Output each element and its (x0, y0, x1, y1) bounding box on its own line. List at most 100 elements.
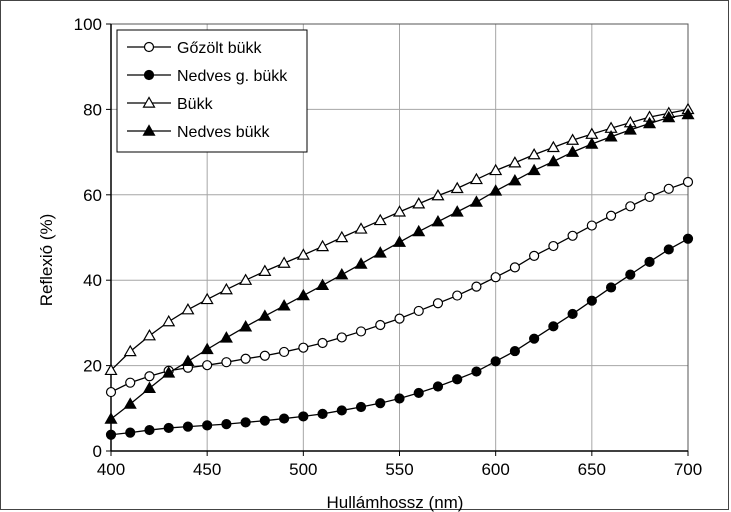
data-point (546, 140, 560, 153)
x-tick-label: 600 (481, 460, 509, 479)
data-point (413, 305, 424, 317)
data-point (221, 418, 232, 430)
data-point (604, 130, 618, 142)
data-point (181, 302, 195, 315)
data-point (202, 420, 213, 431)
data-point (258, 309, 272, 321)
data-point (104, 412, 118, 424)
data-point (527, 147, 541, 160)
legend-item: Bükk (127, 96, 214, 113)
data-point (335, 267, 349, 280)
data-point (450, 181, 464, 194)
x-tick-label: 550 (385, 460, 413, 479)
y-tick-label: 100 (74, 15, 102, 34)
data-point (375, 398, 386, 409)
data-point (431, 214, 445, 227)
y-axis-label: Reflexió (%) (37, 214, 56, 307)
data-point (625, 269, 636, 280)
data-point (219, 282, 233, 295)
data-point (162, 366, 176, 378)
data-point (450, 205, 464, 217)
y-tick-label: 20 (83, 357, 102, 376)
data-point (142, 381, 157, 393)
data-point (123, 344, 137, 357)
data-point (298, 411, 309, 422)
data-point (144, 424, 155, 436)
data-point (123, 397, 137, 409)
legend-label: Gőzölt bükk (177, 40, 262, 57)
data-point (202, 360, 213, 371)
data-point (509, 262, 521, 273)
data-point (548, 240, 559, 252)
data-point (336, 405, 347, 416)
data-point (546, 154, 560, 167)
data-point (317, 337, 328, 349)
data-point (239, 320, 253, 332)
y-axis-ticks: 0 20 40 60 80 100 (74, 15, 111, 461)
data-point (355, 401, 367, 413)
data-point (259, 415, 270, 426)
data-point (412, 197, 426, 209)
x-tick-label: 650 (578, 460, 606, 479)
data-point (105, 429, 117, 440)
data-point (644, 256, 655, 267)
data-point (298, 342, 309, 353)
data-point (586, 220, 597, 231)
data-point (219, 331, 233, 343)
data-point (567, 230, 578, 241)
data-point (469, 172, 483, 185)
data-point (431, 188, 445, 201)
y-tick-label: 80 (83, 100, 102, 119)
data-point (317, 408, 328, 419)
data-point (354, 257, 368, 269)
data-point (566, 133, 580, 145)
y-tick-label: 0 (93, 442, 102, 461)
x-tick-label: 400 (97, 460, 125, 479)
data-point (490, 272, 501, 283)
x-tick-label: 450 (193, 460, 221, 479)
series-layer (104, 102, 695, 440)
data-point (142, 329, 157, 341)
data-point (316, 239, 330, 252)
series-1 (105, 176, 694, 398)
data-point (432, 298, 444, 309)
data-point (181, 354, 195, 367)
data-point (529, 333, 540, 344)
data-point (277, 256, 291, 268)
data-point (471, 366, 482, 377)
data-point (508, 156, 522, 168)
data-point (548, 321, 559, 332)
data-point (605, 210, 617, 221)
data-point (277, 299, 291, 311)
data-point (644, 191, 655, 203)
legend-marker (143, 69, 155, 81)
data-point (682, 233, 694, 244)
data-point (182, 421, 194, 432)
data-point (296, 288, 310, 301)
data-point (239, 273, 253, 285)
legend-item: Gőzölt bükk (127, 40, 262, 57)
x-axis-ticks: 400 450 500 550 600 650 700 (97, 451, 702, 479)
y-tick-label: 40 (83, 271, 102, 290)
data-point (413, 387, 424, 399)
data-point (373, 213, 387, 226)
legend-marker (143, 41, 155, 53)
legend-label: Nedves bükk (177, 124, 270, 141)
data-point (240, 417, 251, 428)
data-point (623, 123, 637, 135)
data-point (394, 313, 405, 324)
data-point (279, 413, 290, 424)
data-point (452, 374, 463, 385)
data-point (663, 183, 674, 194)
data-point (354, 222, 368, 234)
legend-item: Nedves bükk (127, 124, 270, 141)
data-point (105, 386, 117, 398)
data-point (529, 250, 540, 261)
legend-marker (142, 96, 156, 108)
data-point (605, 282, 617, 293)
data-point (567, 308, 578, 320)
data-point (566, 145, 580, 157)
legend-label: Nedves g. bükk (177, 68, 288, 85)
data-point (412, 224, 426, 237)
